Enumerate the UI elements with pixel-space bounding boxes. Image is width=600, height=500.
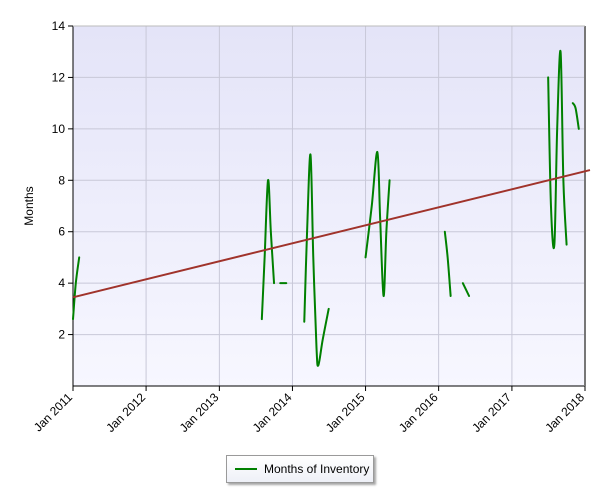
series-line-segment-0-6 (461, 282, 471, 297)
x-tick-label: Jan 2017 (469, 390, 514, 435)
x-tick-label: Jan 2011 (31, 390, 75, 434)
x-tick-label: Jan 2016 (396, 390, 441, 435)
trend-line (72, 169, 591, 299)
x-tick-label: Jan 2014 (250, 390, 295, 435)
y-tick-label: 8 (58, 173, 65, 187)
x-tick-label: Jan 2012 (103, 390, 148, 435)
series-line-segment-0-4 (364, 150, 391, 298)
y-tick-label: 14 (52, 19, 66, 33)
plot-area (73, 26, 585, 386)
y-tick-label: 12 (52, 70, 66, 84)
y-axis-title: Months (22, 186, 36, 225)
x-tick-label: Jan 2015 (323, 390, 368, 435)
y-tick-label: 6 (58, 225, 65, 239)
x-tick-label: Jan 2018 (542, 390, 587, 435)
legend: Months of Inventory (226, 455, 374, 483)
x-tick-label: Jan 2013 (177, 390, 222, 435)
series-line-segment-0-3 (303, 153, 330, 367)
series-line-segment-0-8 (571, 102, 580, 130)
y-tick-label: 2 (58, 328, 65, 342)
y-tick-label: 10 (52, 122, 66, 136)
legend-swatch-months-of-inventory (235, 468, 257, 470)
y-tick-label: 4 (58, 276, 65, 290)
series-line-segment-0-0 (72, 256, 81, 321)
legend-label-months-of-inventory: Months of Inventory (264, 462, 370, 476)
series-line-segment-0-1 (260, 179, 276, 321)
series-line-segment-0-5 (443, 230, 452, 297)
